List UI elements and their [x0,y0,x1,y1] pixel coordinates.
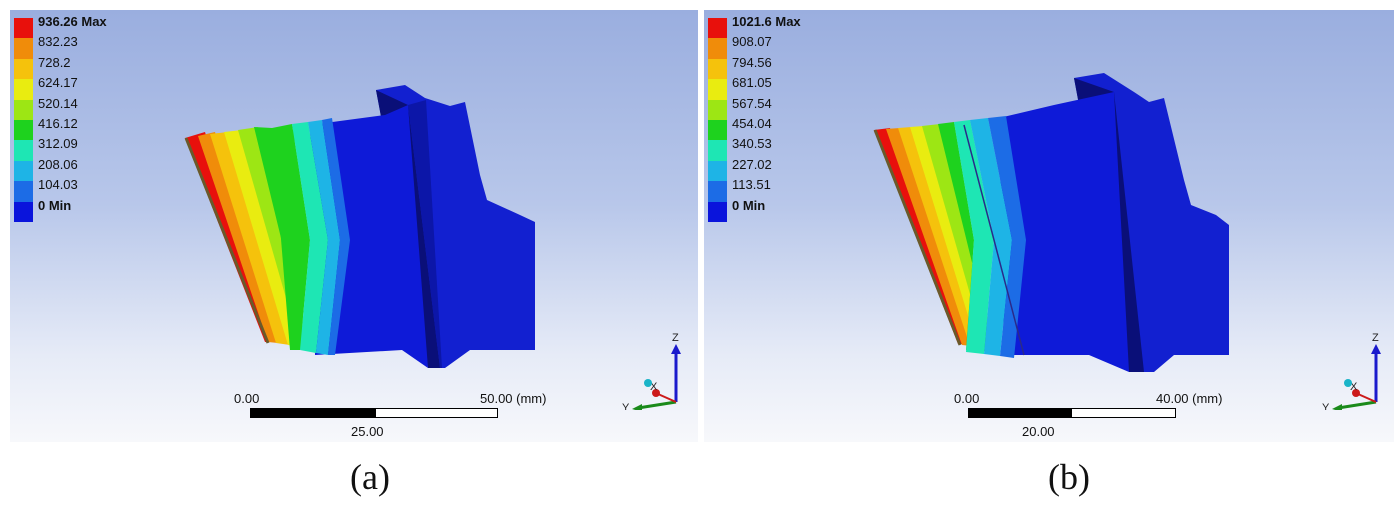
scale-mid-label: 25.00 [351,424,384,439]
legend-label: 208.06 [38,156,78,172]
result-viewport-b[interactable]: 1021.6 Max 908.07 794.56 681.05 567.54 4… [704,10,1394,442]
scale-bar-black [968,408,1071,418]
caption-b: (b) [1048,457,1090,497]
scale-end-label: 50.00 (mm) [480,391,547,406]
stress-contour-model-a [184,85,535,368]
legend-label: 113.51 [732,177,771,193]
scale-start-label: 0.00 [954,391,980,406]
axis-triad-b[interactable]: Z Y X [1320,330,1390,410]
scale-end-label: 40.00 (mm) [1156,391,1223,406]
result-viewport-a[interactable]: 936.26 Max 832.23 728.2 624.17 520.14 41… [10,10,698,442]
triad-z-label: Z [672,332,679,344]
triad-x-label: X [650,381,658,393]
legend-swatch [708,140,727,161]
legend-label: 567.54 [732,95,772,111]
legend-label: 454.04 [732,115,772,131]
triad-y-label: Y [622,402,630,410]
legend-max-label: 936.26 Max [38,14,107,29]
legend-swatch [708,79,727,100]
legend-swatch [708,181,727,202]
legend-min-label: 0 Min [732,197,766,213]
legend-label: 340.53 [732,136,772,152]
axis-triad-a[interactable]: Z Y X [620,330,690,410]
legend-swatch [14,38,33,59]
legend-label: 104.03 [38,177,78,193]
legend-swatch [14,181,33,202]
legend-swatch [14,58,33,80]
legend-swatch [14,201,33,222]
legend-swatch [14,79,33,100]
legend-swatch [708,119,727,141]
legend-label: 728.2 [38,54,71,70]
scale-bar-black [250,408,375,418]
legend-swatch [14,160,33,182]
legend-label: 832.23 [38,34,78,50]
legend-label: 624.17 [38,75,78,91]
legend-label: 520.14 [38,95,78,111]
legend-swatch [14,119,33,141]
legend-label: 908.07 [732,34,772,50]
legend-swatch [708,58,727,80]
triad-z-label: Z [1372,332,1379,344]
legend-label: 227.02 [732,156,772,172]
legend-swatch [14,18,33,39]
scale-bar-white [1071,408,1176,418]
caption-a: (a) [350,457,390,497]
legend-max-label: 1021.6 Max [732,14,801,29]
legend-label: 312.09 [38,136,78,152]
scale-mid-label: 20.00 [1022,424,1055,439]
stress-contour-model-b [873,73,1229,372]
legend-label: 681.05 [732,75,772,91]
legend-swatch [14,99,33,120]
legend-swatch [708,160,727,182]
legend-swatch [708,201,727,222]
legend-swatch [14,140,33,161]
legend-swatch [708,38,727,59]
triad-y-label: Y [1322,402,1330,410]
scale-start-label: 0.00 [234,391,260,406]
legend-swatch [708,18,727,39]
legend-label: 416.12 [38,115,78,131]
triad-x-label: X [1350,381,1358,393]
legend-min-label: 0 Min [38,197,72,213]
legend-label: 794.56 [732,54,772,70]
scale-bar-white [375,408,498,418]
legend-swatch [708,99,727,120]
